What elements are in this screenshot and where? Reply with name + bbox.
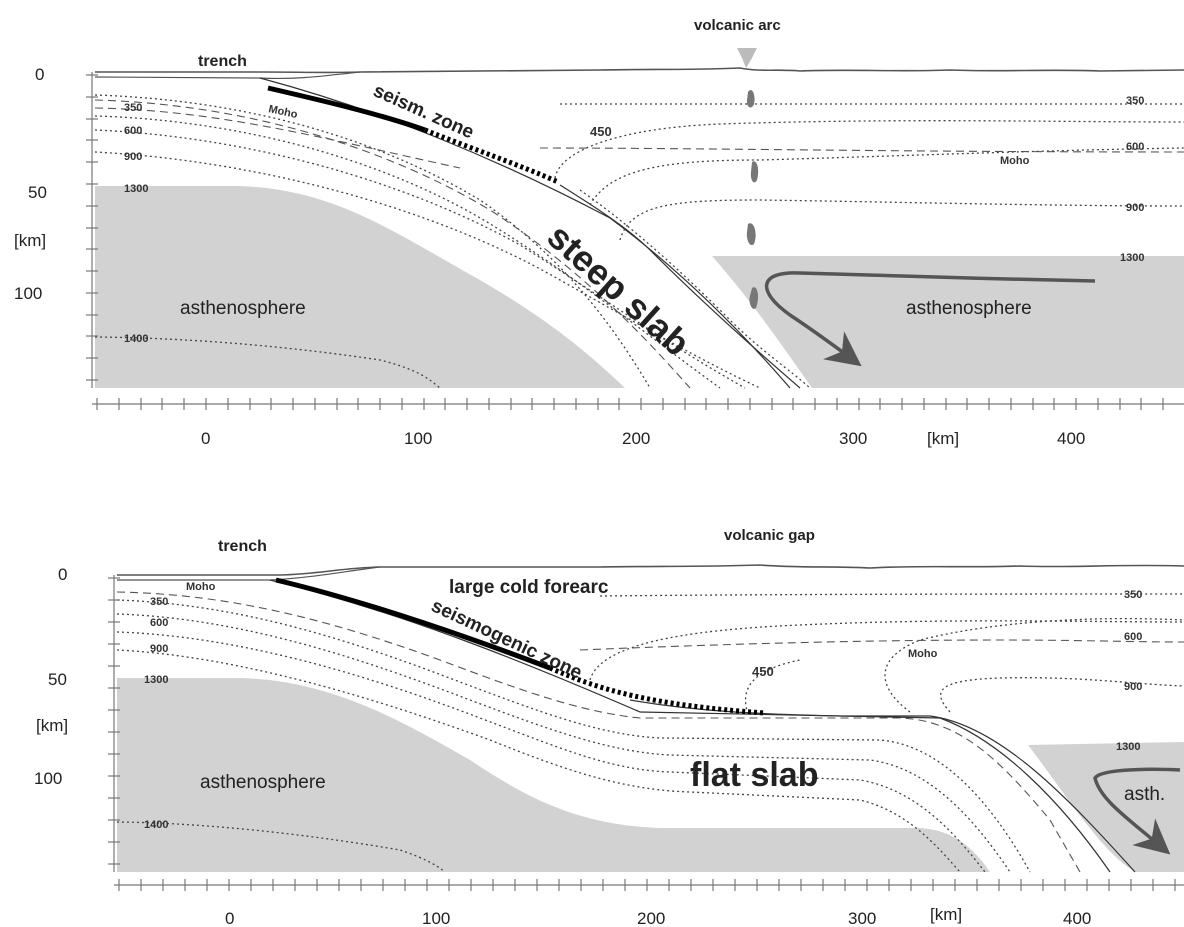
bottom-asthenosphere-left: asthenosphere [200,772,326,793]
bottom-seismic-zone-solid [275,577,551,671]
bottom-x-tick-100: 100 [422,909,450,927]
top-iso-left-600: 600 [124,125,142,137]
top-magma-blob-4 [749,287,759,309]
bottom-trench-line [117,566,381,581]
top-moho-left: Moho [267,103,298,121]
top-volcano-icon [737,48,757,68]
top-magma-blob-1 [746,90,755,108]
bottom-iso-450: 450 [752,664,774,679]
bottom-flow-arrow [1093,767,1181,855]
bottom-volcanic-gap-label: volcanic gap [724,527,815,544]
top-y-unit: [km] [14,231,46,250]
bottom-iso-right-600: 600 [1124,631,1142,643]
bottom-trench-label: trench [218,538,267,555]
top-iso-450: 450 [590,124,612,139]
top-x-tick-100: 100 [404,429,432,448]
top-iso-right-600: 600 [1126,141,1144,153]
top-trench-label: trench [198,53,247,70]
top-iso-left-1300: 1300 [124,183,148,195]
bottom-surface-line [117,564,1184,576]
bottom-x-tick-300: 300 [848,909,876,927]
bottom-flat-slab-label: flat slab [690,756,818,794]
bottom-iso-left-600: 600 [150,617,168,629]
bottom-y-tick-50: 50 [48,670,67,689]
top-magma-blob-2 [750,161,759,183]
top-iso-right-350: 350 [1126,95,1144,107]
top-seismic-zone-solid [267,85,426,133]
bottom-asthenosphere-right [1028,742,1184,872]
top-x-tick-400: 400 [1057,429,1085,448]
top-flow-arrow [764,271,1096,367]
bottom-cold-forearc-label: large cold forearc [449,577,609,598]
top-seismic-zone-dotted [424,127,560,185]
top-seismic-zone-label: seism. zone [370,80,477,143]
bottom-x-minor-ticks [118,879,1176,891]
top-x-tick-0: 0 [201,429,210,448]
bottom-y-minor-ticks [108,577,120,865]
top-moho-right: Moho [1000,155,1030,167]
bottom-x-tick-0: 0 [225,909,234,927]
bottom-y-tick-0: 0 [58,565,67,584]
top-y-minor-ticks [86,74,98,381]
top-surface-line [95,67,1184,74]
top-x-tick-200: 200 [622,429,650,448]
top-magma-blob-3 [746,223,756,246]
bottom-iso-left-1300: 1300 [144,674,168,686]
top-y-tick-50: 50 [28,183,47,202]
bottom-asthenosphere-left [117,678,990,872]
bottom-iso-right-1300: 1300 [1116,741,1140,753]
bottom-iso-left-350: 350 [150,596,168,608]
top-iso-left-900: 900 [124,151,142,163]
bottom-y-tick-100: 100 [34,769,62,788]
bottom-x-unit: [km] [930,905,962,924]
top-asthenosphere-right: asthenosphere [906,298,1032,319]
top-x-tick-300: 300 [839,429,867,448]
bottom-seismic-zone-dotted [548,665,766,716]
top-asthenosphere-left [95,186,625,388]
bottom-y-unit: [km] [36,716,68,735]
top-x-minor-ticks [96,398,1164,410]
top-iso-left-350: 350 [124,102,142,114]
bottom-iso-left-1400: 1400 [144,819,168,831]
bottom-moho-left: Moho [186,581,216,593]
top-panel: 0 50 [km] 100 0 100 200 300 [km] 400 350… [14,17,1184,448]
top-trench-line [94,71,361,80]
top-volcanic-arc-label: volcanic arc [694,17,781,34]
top-y-tick-100: 100 [14,284,42,303]
top-iso-left-1400: 1400 [124,333,148,345]
top-y-tick-0: 0 [35,65,44,84]
bottom-iso-right-900: 900 [1124,681,1142,693]
bottom-iso-left-900: 900 [150,643,168,655]
top-asthenosphere-left: asthenosphere [180,298,306,319]
bottom-moho-right: Moho [908,648,938,660]
bottom-seismogenic-zone-label: seismogenic zone [428,595,585,683]
top-x-unit: [km] [927,429,959,448]
bottom-iso-right-350: 350 [1124,589,1142,601]
top-iso-right-1300: 1300 [1120,252,1144,264]
bottom-x-tick-200: 200 [637,909,665,927]
top-iso-right-900: 900 [1126,202,1144,214]
bottom-asthenosphere-right: asth. [1124,784,1165,805]
bottom-panel: 0 50 [km] 100 0 100 200 300 [km] 400 350… [34,527,1184,927]
bottom-x-tick-400: 400 [1063,909,1091,927]
